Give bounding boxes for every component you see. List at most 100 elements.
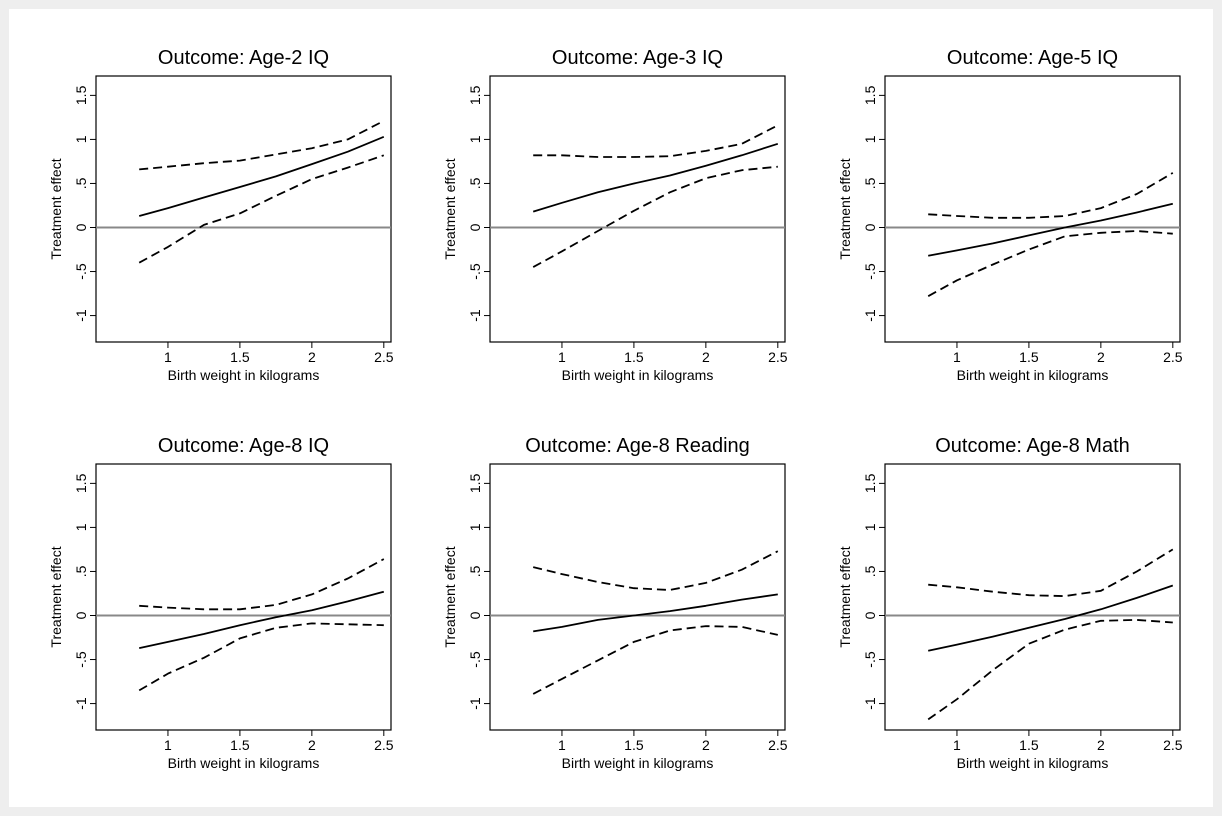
y-tick-label: 1 (862, 135, 878, 143)
confidence-band-line (532, 625, 778, 695)
y-tick-label: .5 (73, 565, 89, 577)
plot-area (884, 463, 1181, 731)
plot-area (489, 463, 786, 731)
y-tick-label: -1 (467, 697, 483, 710)
estimate-line (139, 590, 385, 649)
x-axis-label: Birth weight in kilograms (562, 367, 714, 383)
confidence-band-line (138, 622, 384, 692)
confidence-band-line (139, 558, 385, 611)
y-tick-label: -1 (73, 697, 89, 710)
plot-area (95, 463, 392, 731)
x-tick-label: 1 (953, 349, 961, 365)
x-tick-label: 1.5 (624, 737, 644, 753)
chart-panel-3: Outcome: Age-5 IQ -1 -.5 0 .5 1 1.5 1 1.5 2 2.5 Bir… (837, 47, 1183, 383)
x-tick-label: 1 (164, 737, 172, 753)
y-tick-label: 0 (467, 611, 483, 619)
chart-panel-4: Outcome: Age-8 IQ -1 -.5 0 .5 1 1.5 1 1.5 2 2.5 Bir… (48, 435, 394, 771)
confidence-band-line (138, 154, 385, 264)
chart-title: Outcome: Age-2 IQ (158, 47, 329, 69)
y-tick-label: 0 (73, 611, 89, 619)
y-tick-label: 1 (862, 523, 878, 531)
x-tick-label: 2.5 (768, 349, 788, 365)
y-tick-label: -.5 (467, 263, 483, 280)
y-tick-label: .5 (73, 177, 89, 189)
y-tick-label: 1.5 (467, 473, 483, 493)
confidence-band-line (139, 120, 385, 171)
chart-title: Outcome: Age-8 Reading (525, 435, 750, 457)
x-tick-label: 1.5 (1019, 737, 1039, 753)
y-tick-label: .5 (467, 565, 483, 577)
chart-panel-2: Outcome: Age-3 IQ -1 -.5 0 .5 1 1.5 1 1.5 2 2.5 Bir… (442, 47, 788, 383)
confidence-band-line (928, 172, 1174, 219)
estimate-line (138, 135, 385, 217)
y-tick-label: -1 (467, 309, 483, 322)
x-tick-label: 2.5 (374, 737, 394, 753)
x-tick-label: 1.5 (624, 349, 644, 365)
x-tick-label: 2.5 (374, 349, 394, 365)
x-tick-label: 2 (702, 737, 710, 753)
y-tick-label: .5 (862, 177, 878, 189)
y-tick-label: 1.5 (73, 473, 89, 493)
y-tick-label: -.5 (862, 263, 878, 280)
confidence-band-line (532, 165, 778, 268)
y-tick-label: 0 (467, 223, 483, 231)
confidence-band-line (927, 619, 1173, 721)
y-axis-label: Treatment effect (48, 158, 64, 259)
chart-panel-1: Outcome: Age-2 IQ -1 -.5 0 .5 1 1.5 1 1.5 2 2.5 Bir… (48, 47, 394, 383)
chart-title: Outcome: Age-8 IQ (158, 435, 329, 457)
x-tick-label: 1 (953, 737, 961, 753)
estimate-line (533, 593, 778, 633)
y-tick-label: 0 (862, 223, 878, 231)
y-tick-label: -.5 (862, 651, 878, 668)
x-tick-label: 1 (164, 349, 172, 365)
y-tick-label: 1 (467, 135, 483, 143)
x-axis-label: Birth weight in kilograms (957, 367, 1109, 383)
x-tick-label: 1.5 (230, 349, 250, 365)
x-tick-label: 2.5 (1163, 737, 1183, 753)
x-axis-label: Birth weight in kilograms (562, 755, 714, 771)
y-tick-label: -.5 (73, 651, 89, 668)
x-tick-label: 2 (1097, 737, 1105, 753)
chart-title: Outcome: Age-8 Math (935, 435, 1130, 457)
x-tick-label: 2 (702, 349, 710, 365)
y-axis-label: Treatment effect (837, 546, 853, 647)
y-tick-label: 1 (73, 135, 89, 143)
chart-panel-6: Outcome: Age-8 Math -1 -.5 0 .5 1 1.5 1 1.5 2 2.5 B… (837, 435, 1183, 771)
y-tick-label: 1.5 (73, 85, 89, 105)
confidence-band-line (927, 230, 1173, 297)
x-tick-label: 2 (308, 349, 316, 365)
x-tick-label: 1.5 (230, 737, 250, 753)
y-tick-label: -.5 (73, 263, 89, 280)
y-axis-label: Treatment effect (442, 158, 458, 259)
y-tick-label: -1 (862, 697, 878, 710)
x-tick-label: 2 (308, 737, 316, 753)
confidence-band-line (533, 124, 779, 158)
y-tick-label: 0 (862, 611, 878, 619)
y-tick-label: -.5 (467, 651, 483, 668)
plot-area (884, 75, 1181, 343)
y-tick-label: 1.5 (467, 85, 483, 105)
x-tick-label: 1 (558, 737, 566, 753)
y-axis-label: Treatment effect (442, 546, 458, 647)
y-tick-label: 0 (73, 223, 89, 231)
x-tick-label: 1 (558, 349, 566, 365)
chart-panel-5: Outcome: Age-8 Reading -1 -.5 0 .5 1 1.5 1 1.5 2 2… (442, 435, 788, 771)
x-tick-label: 1.5 (1019, 349, 1039, 365)
chart-grid: Outcome: Age-2 IQ-1-.50.511.51 1.5 2 2.5Bir… (48, 47, 1183, 771)
y-tick-label: -1 (73, 309, 89, 322)
y-tick-label: 1.5 (862, 473, 878, 493)
x-tick-label: 2.5 (1163, 349, 1183, 365)
y-axis-label: Treatment effect (48, 546, 64, 647)
chart-title: Outcome: Age-3 IQ (552, 47, 723, 69)
y-tick-label: .5 (467, 177, 483, 189)
y-tick-label: 1 (467, 523, 483, 531)
x-axis-label: Birth weight in kilograms (168, 367, 320, 383)
x-axis-label: Birth weight in kilograms (168, 755, 320, 771)
figure-panel: Outcome: Age-2 IQ -1 -.5 0.5 1 1.5 1 1.5 2 2.5 Bir… (9, 9, 1213, 807)
estimate-line (928, 202, 1174, 257)
estimate-line (928, 584, 1174, 652)
plot-area (95, 75, 392, 343)
y-tick-label: .5 (862, 565, 878, 577)
confidence-band-line (928, 548, 1174, 597)
